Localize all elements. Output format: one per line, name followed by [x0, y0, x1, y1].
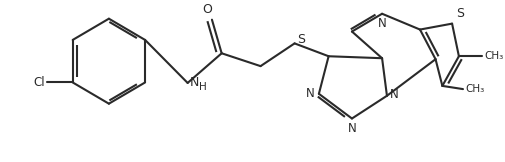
Text: H: H — [199, 82, 207, 92]
Text: Cl: Cl — [33, 76, 45, 89]
Text: S: S — [456, 7, 464, 20]
Text: O: O — [202, 3, 212, 16]
Text: N: N — [190, 76, 199, 89]
Text: CH₃: CH₃ — [484, 51, 503, 61]
Text: N: N — [390, 88, 398, 101]
Text: S: S — [297, 33, 305, 46]
Text: N: N — [306, 87, 315, 100]
Text: N: N — [347, 122, 357, 135]
Text: CH₃: CH₃ — [465, 84, 484, 94]
Text: N: N — [378, 17, 386, 30]
